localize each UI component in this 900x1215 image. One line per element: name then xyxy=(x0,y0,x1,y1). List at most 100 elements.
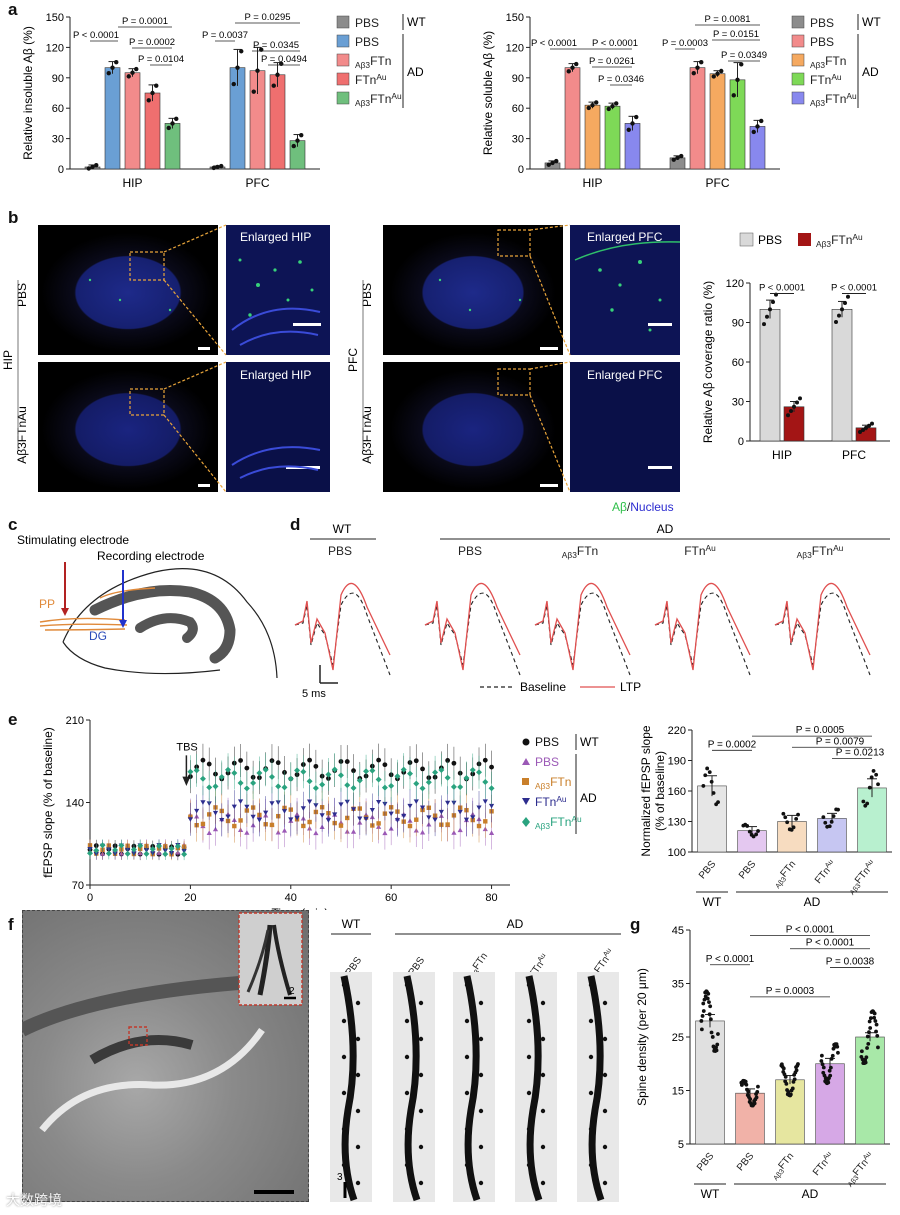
data-point xyxy=(332,812,338,817)
pfc-pbs-brain-image xyxy=(383,225,563,355)
abeta-coverage-chart: PBS Aβ3FTnAu 0 30 60 90 120 Relative Aβ coverag… xyxy=(701,232,890,462)
legend-label: Aβ3FTn xyxy=(535,775,571,791)
data-point xyxy=(243,785,250,792)
data-point xyxy=(375,776,382,783)
p-value: P = 0.0494 xyxy=(261,54,307,65)
data-point xyxy=(275,72,280,77)
spine xyxy=(418,1144,424,1150)
legend-swatch xyxy=(791,15,805,29)
x-tick-label: 0 xyxy=(87,892,93,904)
data-point xyxy=(752,1101,757,1106)
data-point xyxy=(463,774,470,781)
panel-label-f: f xyxy=(8,915,14,934)
data-point xyxy=(796,812,800,817)
stain-separator: / xyxy=(626,500,631,514)
data-point xyxy=(143,850,150,857)
legend-label: FTnAu xyxy=(535,794,567,809)
data-point xyxy=(357,816,363,822)
scale-bar xyxy=(198,347,210,350)
panel-label-g: g xyxy=(630,915,641,934)
bar xyxy=(709,73,726,170)
data-point xyxy=(162,851,169,858)
data-point xyxy=(275,760,281,766)
data-point xyxy=(699,1019,704,1023)
data-point xyxy=(483,819,488,824)
data-point xyxy=(751,129,756,135)
data-point xyxy=(212,783,219,790)
y-axis-label: Relative insoluble Aβ (%) xyxy=(21,26,35,160)
insoluble-abeta-chart: 0 30 60 90 120 150 Relative insoluble Aβ (%) HI… xyxy=(21,12,320,190)
data-point xyxy=(868,1016,873,1021)
legend-swatch xyxy=(791,91,805,105)
data-point xyxy=(606,106,611,112)
spine xyxy=(526,1126,532,1132)
data-point xyxy=(701,784,706,788)
data-point xyxy=(748,1097,753,1101)
data-point xyxy=(219,163,224,169)
data-point xyxy=(711,74,716,79)
data-point xyxy=(438,766,445,773)
spine xyxy=(404,1054,410,1060)
legend-label: PBS xyxy=(810,35,834,49)
data-point xyxy=(546,162,551,167)
data-point xyxy=(865,1034,870,1039)
data-point xyxy=(419,785,426,792)
ltp-trace xyxy=(534,582,631,671)
data-point xyxy=(834,1042,839,1047)
data-point xyxy=(840,307,844,312)
data-point xyxy=(199,775,206,782)
baseline-trace xyxy=(774,592,871,676)
data-point xyxy=(194,808,200,814)
x-tick-label: HIP xyxy=(122,176,142,190)
p-value: P = 0.0349 xyxy=(721,50,767,61)
data-point xyxy=(344,799,350,805)
spine xyxy=(602,1108,608,1114)
stimulating-electrode-label: Stimulating electrode xyxy=(17,533,129,547)
legend-swatch xyxy=(791,72,805,86)
p-value: P = 0.0261 xyxy=(589,56,635,67)
legend-swatch xyxy=(336,15,350,29)
data-point xyxy=(307,757,313,763)
data-point xyxy=(488,785,495,792)
y-tick-label: 60 xyxy=(732,357,744,369)
data-point xyxy=(779,1062,784,1067)
legend-soluble: PBS PBS Aβ3FTn FTnAu Aβ3FTnAu WT AD xyxy=(791,14,881,108)
data-point xyxy=(743,1079,748,1084)
spine xyxy=(540,1000,546,1006)
data-point xyxy=(590,102,595,108)
data-point xyxy=(594,100,599,105)
soluble-abeta-chart: 0 30 60 90 120 150 Relative soluble Aβ (%) HIP P… xyxy=(481,12,780,190)
y-axis-label: Relative soluble Aβ (%) xyxy=(481,31,495,155)
spine xyxy=(602,1036,608,1042)
group-label-wt: WT xyxy=(701,1187,720,1201)
data-point xyxy=(783,815,788,820)
data-point xyxy=(869,775,874,780)
p-value: P = 0.0346 xyxy=(598,74,644,85)
data-point xyxy=(363,768,370,775)
data-point xyxy=(731,93,736,98)
scale-bar xyxy=(648,323,672,326)
data-point xyxy=(707,1012,712,1017)
bar xyxy=(831,309,853,442)
data-point xyxy=(90,164,95,170)
data-point xyxy=(864,425,868,430)
enlarged-hip-title-2: Enlarged HIP xyxy=(240,368,312,382)
data-point xyxy=(237,779,244,786)
x-tick-label: PFC xyxy=(246,176,270,190)
legend-group-ad: AD xyxy=(580,791,597,805)
spine xyxy=(464,1126,470,1132)
data-point xyxy=(419,829,426,835)
bar xyxy=(759,309,781,442)
group-label: PBS xyxy=(328,544,352,558)
data-point xyxy=(376,799,382,805)
legend-label: PBS xyxy=(355,35,379,49)
data-point xyxy=(376,821,381,826)
spine xyxy=(602,1180,608,1186)
data-point xyxy=(444,774,451,781)
y-tick-label: 140 xyxy=(66,798,84,810)
spine xyxy=(404,1162,410,1168)
y-tick-label: 120 xyxy=(46,42,64,54)
data-point xyxy=(788,1093,793,1098)
panel-label-b: b xyxy=(8,208,19,227)
legend-label: Aβ3FTnAu xyxy=(355,91,402,108)
